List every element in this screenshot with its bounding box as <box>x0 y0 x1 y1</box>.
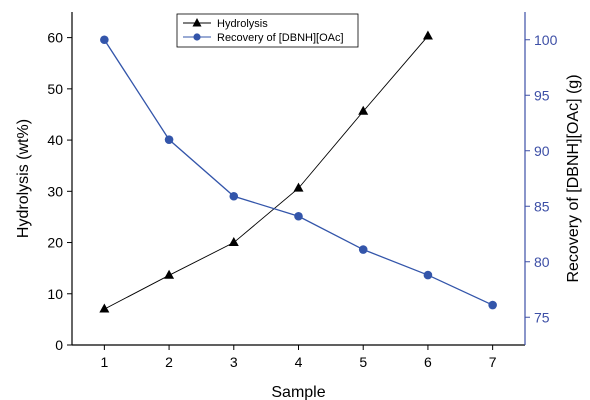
hydrolysis-series-line <box>104 35 429 310</box>
y-left-tick-label: 10 <box>47 286 63 302</box>
y-left-tick-label: 50 <box>47 81 63 97</box>
y-right-tick-label: 85 <box>534 198 550 214</box>
y-left-tick-label: 30 <box>47 183 63 199</box>
hydrolysis-series-point <box>358 105 369 115</box>
axes-layer: 1 2 3 4 5 6 7 0 10 20 30 40 50 60 75 80 85 90 95 100 Sample H… <box>15 12 582 400</box>
y-left-tick-label: 20 <box>47 235 63 251</box>
legend-label: Hydrolysis <box>217 18 268 30</box>
hydrolysis-series-point <box>422 30 433 40</box>
legend: Hydrolysis Recovery of [DBNH][OAc] <box>176 13 359 48</box>
legend-box <box>176 13 359 48</box>
y-right-tick-label: 75 <box>534 309 550 325</box>
hydrolysis-series-point <box>99 303 110 313</box>
x-tick-label: 2 <box>165 354 173 370</box>
hydrolysis-series-point <box>164 269 175 279</box>
recovery-series-point <box>423 270 433 280</box>
x-tick-label: 3 <box>230 354 238 370</box>
x-tick-label: 5 <box>359 354 367 370</box>
y-right-tick-label: 100 <box>534 32 558 48</box>
y-left-tick-label: 60 <box>47 30 63 46</box>
y-axis-right-title: Recovery of [DBNH][OAc] (g) <box>565 74 582 282</box>
y-left-tick-label: 0 <box>55 337 63 353</box>
legend-triangle-marker <box>192 18 202 27</box>
x-tick-label: 4 <box>295 354 303 370</box>
x-tick-label: 7 <box>489 354 497 370</box>
y-right-tick-label: 95 <box>534 87 550 103</box>
recovery-series-point <box>100 35 109 45</box>
recovery-series-point <box>358 245 368 254</box>
legend-label: Recovery of [DBNH][OAc] <box>217 32 344 44</box>
y-axis-left-title: Hydrolysis (wt%) <box>15 119 32 238</box>
series-layer <box>99 30 497 313</box>
recovery-series-point <box>229 191 239 201</box>
y-right-tick-label: 90 <box>534 143 550 159</box>
recovery-series-line <box>103 39 493 306</box>
recovery-series-point <box>294 211 303 221</box>
recovery-series-point <box>164 135 174 144</box>
y-left-tick-label: 40 <box>47 132 63 148</box>
legend-circle-marker <box>193 33 201 41</box>
hydrolysis-series-point <box>228 236 239 246</box>
recovery-series-point <box>488 300 497 310</box>
x-tick-label: 1 <box>100 354 108 370</box>
hydrolysis-series-point <box>293 182 304 192</box>
x-axis-title: Sample <box>271 384 325 400</box>
y-right-tick-label: 80 <box>534 254 550 270</box>
x-tick-label: 6 <box>424 354 432 370</box>
